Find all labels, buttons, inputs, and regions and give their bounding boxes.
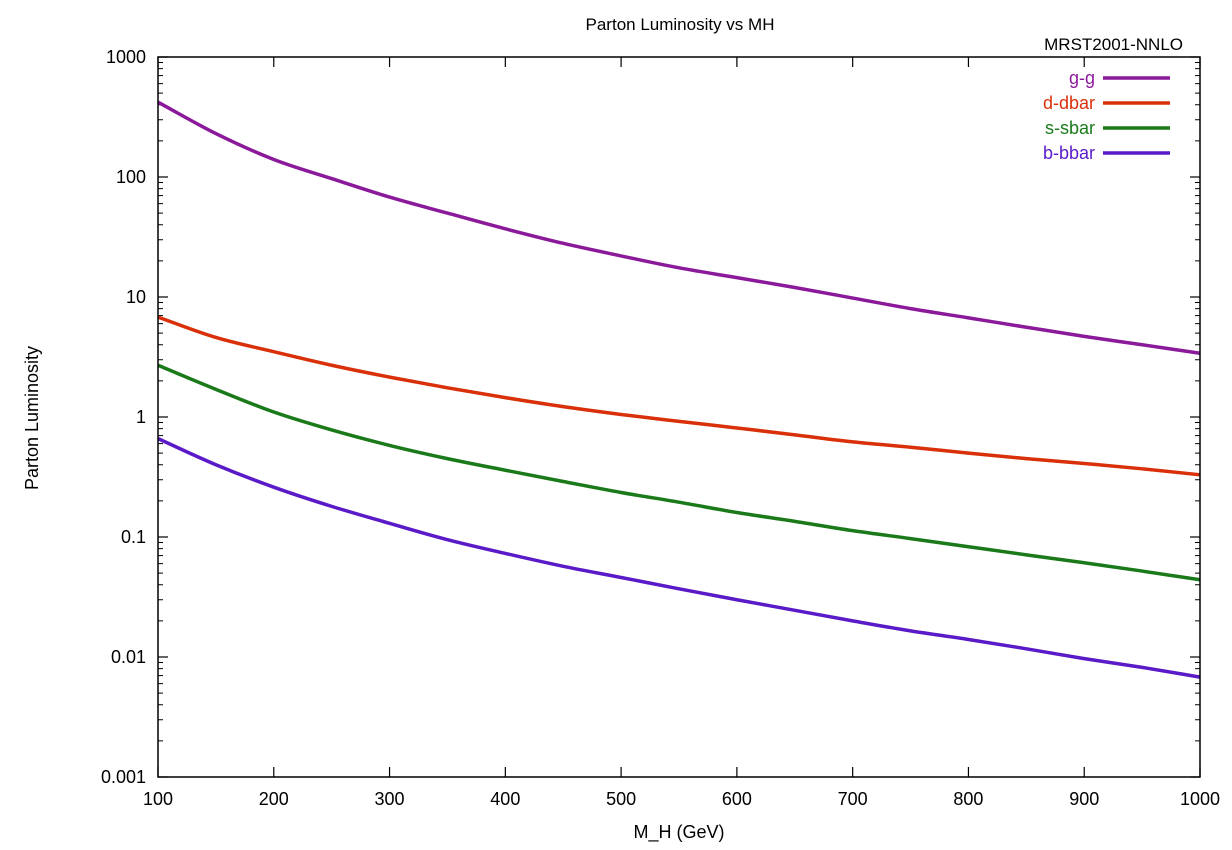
x-tick-label: 400 [490, 789, 520, 809]
axis-ticks [158, 57, 1200, 777]
legend-label: s-sbar [1045, 118, 1095, 138]
plot-lines [158, 102, 1200, 677]
x-tick-label: 700 [838, 789, 868, 809]
y-tick-label: 100 [116, 167, 146, 187]
y-tick-label: 10 [126, 287, 146, 307]
x-tick-label: 100 [143, 789, 173, 809]
y-tick-label: 0.001 [101, 767, 146, 787]
y-tick-label: 0.1 [121, 527, 146, 547]
x-tick-label: 1000 [1180, 789, 1220, 809]
chart-title: Parton Luminosity vs MH [586, 15, 775, 34]
series-line-d-dbar [158, 317, 1200, 475]
y-tick-label: 0.01 [111, 647, 146, 667]
x-tick-label: 300 [375, 789, 405, 809]
legend: g-g d-dbar s-sbar b-bbar [1043, 68, 1170, 163]
legend-label: b-bbar [1043, 143, 1095, 163]
x-tick-label: 600 [722, 789, 752, 809]
legend-label: d-dbar [1043, 93, 1095, 113]
x-axis-label: M_H (GeV) [633, 822, 724, 843]
y-tick-label: 1000 [106, 47, 146, 67]
chart-subtitle: MRST2001-NNLO [1044, 35, 1183, 54]
x-tick-label: 500 [606, 789, 636, 809]
y-tick-label: 1 [136, 407, 146, 427]
legend-label: g-g [1069, 68, 1095, 88]
series-line-s-sbar [158, 365, 1200, 580]
x-tick-label: 200 [259, 789, 289, 809]
x-tick-label: 900 [1069, 789, 1099, 809]
y-axis-label: Parton Luminosity [22, 346, 42, 490]
plot-frame [158, 57, 1200, 777]
series-line-g-g [158, 102, 1200, 353]
x-tick-label: 800 [953, 789, 983, 809]
